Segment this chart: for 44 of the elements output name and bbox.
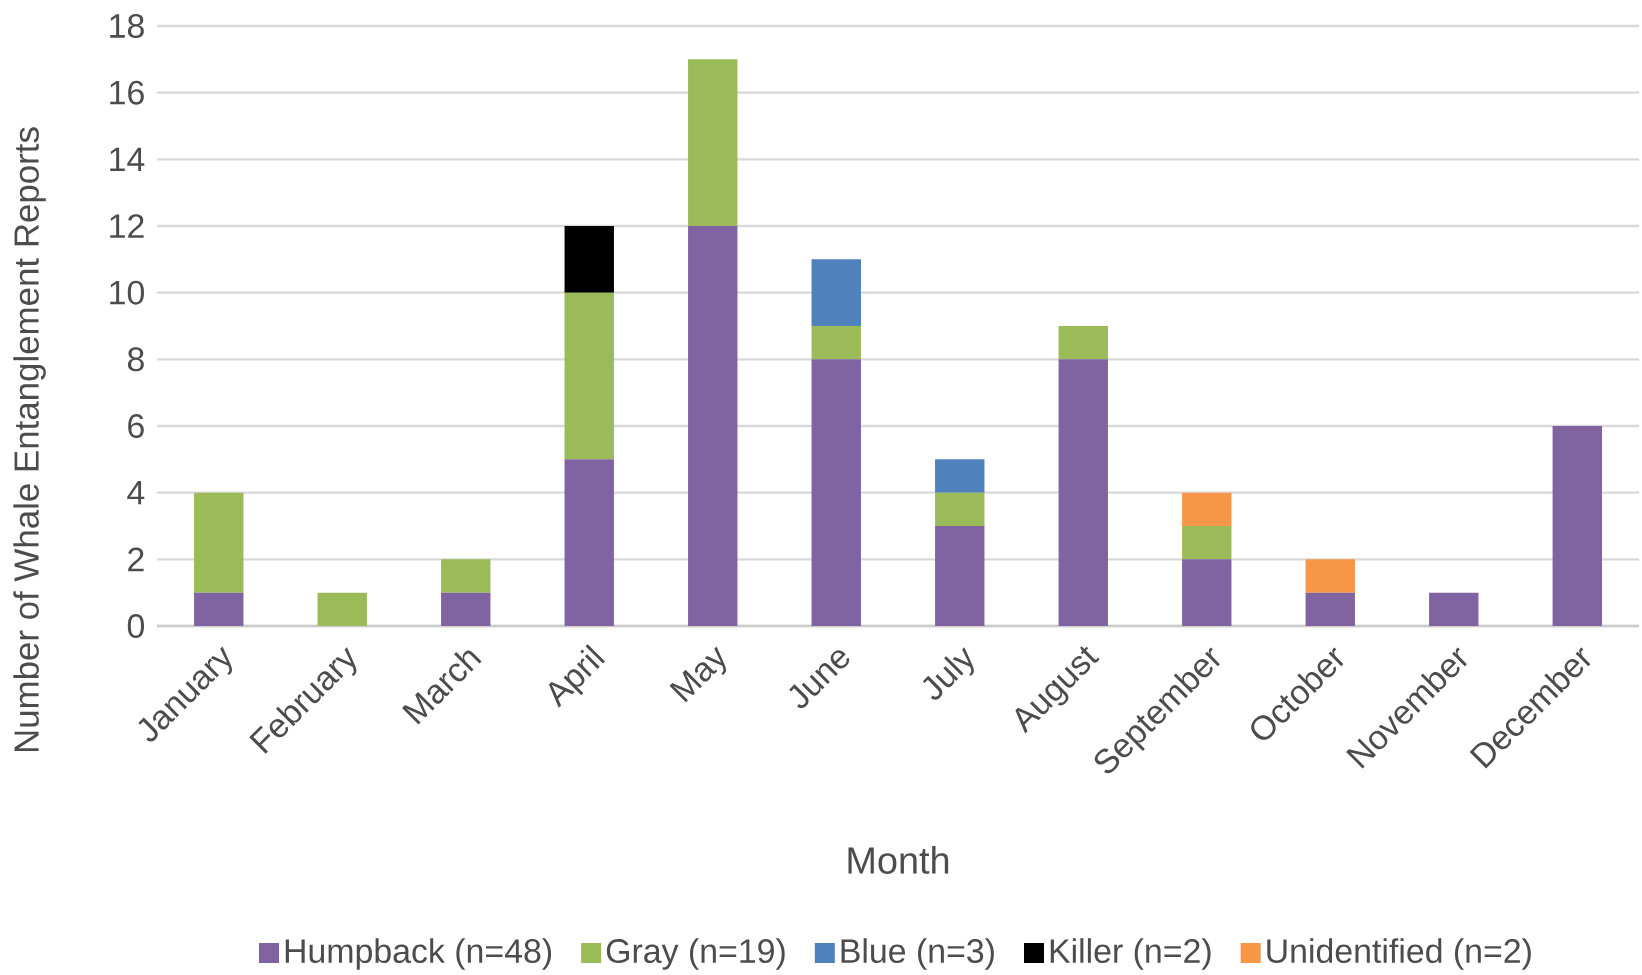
y-tick-label: 8 [127,347,144,372]
bar [935,492,985,526]
bar [811,326,861,360]
bar [688,59,738,226]
x-tick-label: July [922,647,974,700]
bar [1182,526,1232,560]
y-axis-title: Number of Whale Entanglement Reports [13,127,46,752]
y-tick-label: 18 [110,14,144,38]
bar [1058,359,1108,626]
bar [564,459,614,626]
legend-label: Humpback (n=48) [285,938,552,970]
bar [811,259,861,326]
y-tick-label: 10 [110,280,144,305]
bar [441,559,491,593]
legend-label: Gray (n=19) [606,938,785,970]
y-tick-label: 6 [128,414,144,438]
bar [194,592,244,626]
bar [1182,559,1232,626]
bar [1182,492,1232,526]
bar [935,526,985,626]
bar [1552,426,1602,626]
y-tick-label: 2 [128,547,144,572]
bar [564,292,614,460]
legend-label: Unidentified (n=2) [1267,938,1531,970]
bar [564,225,614,293]
bar [1305,559,1355,593]
y-tick-label: 14 [110,147,145,171]
bar [1429,592,1479,626]
x-tick-label: May [669,646,727,703]
y-tick-label: 0 [127,614,144,638]
legend-label: Killer (n=2) [1050,938,1211,970]
bar [811,359,861,626]
bar [1305,592,1355,626]
y-tick-label: 4 [127,481,145,505]
y-tick-label: 16 [110,80,144,105]
y-tick-label: 12 [110,214,144,238]
bar [688,225,738,626]
bar [441,592,491,626]
bar [935,459,985,493]
x-axis-title: Month [848,846,949,874]
bar [1058,326,1108,360]
legend-label: Blue (n=3) [841,938,994,970]
bar [194,492,244,593]
bar [317,592,367,626]
